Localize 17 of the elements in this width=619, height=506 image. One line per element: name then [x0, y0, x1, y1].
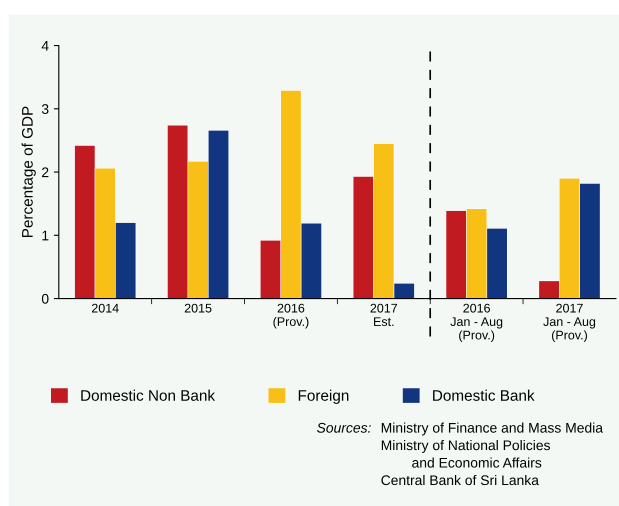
- y-tick-label: 0: [42, 294, 49, 304]
- x-tick-label: 2017 Est.: [370, 304, 398, 326]
- y-tick-label: 1: [42, 230, 48, 240]
- x-tick-label: 2017 Jan - Aug (Prov.): [543, 304, 596, 342]
- legend-label: Domestic Non Bank: [81, 390, 216, 401]
- x-tick-label: 2015: [184, 304, 212, 313]
- legend-label: Domestic Bank: [433, 390, 535, 401]
- text: Ministry of Finance and Mass Media Ministry of National Policies and Economic Affairs Central Bank of Sri Lanka: [381, 422, 603, 486]
- x-tick-label: 2016 Jan - Aug (Prov.): [450, 304, 502, 342]
- x-tick-label: 2016 (Prov.): [273, 304, 308, 329]
- y-axis-title: Percentage of GDP: [22, 106, 36, 238]
- y-tick-label: 4: [42, 41, 49, 51]
- y-tick-label: 2: [42, 167, 48, 178]
- x-tick-label: 2014: [92, 304, 119, 313]
- source-note: Sources:: [316, 422, 371, 433]
- legend-label: Foreign: [298, 390, 348, 404]
- y-tick-label: 3: [42, 104, 48, 114]
